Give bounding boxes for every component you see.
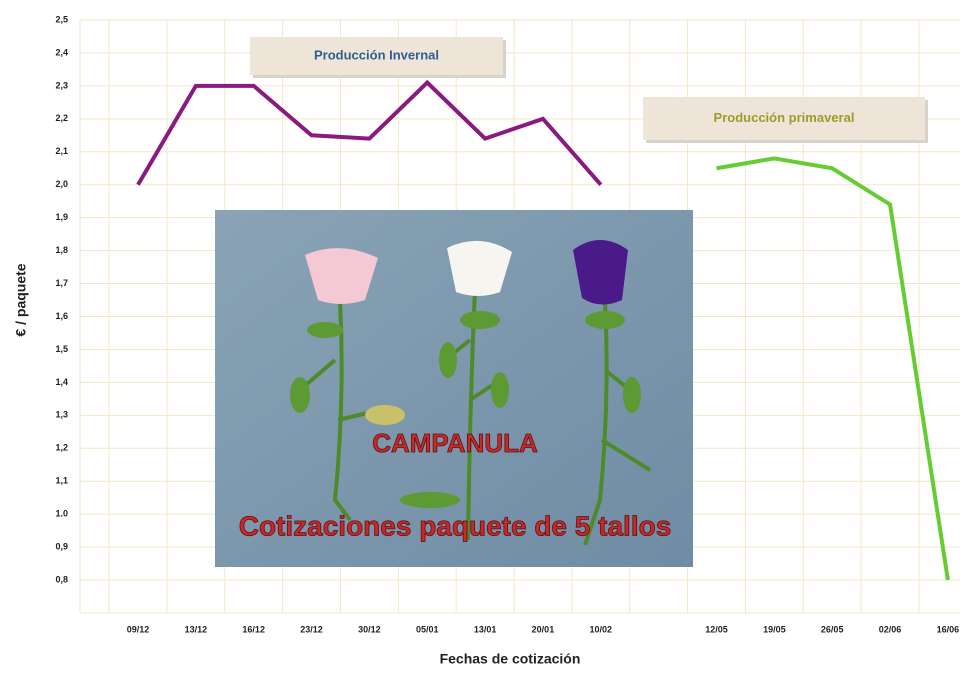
series-label: Producción Invernal <box>314 47 439 62</box>
page: 0,8 0,9 1.0 1,1 1,2 1,3 1,4 1,5 1,6 1,7 1,8 1,9 2,0 2… <box>0 0 963 675</box>
y-tick-label: 0,8 <box>55 574 68 584</box>
y-tick-label: 1,7 <box>55 278 68 288</box>
photo-title: CAMPANULA <box>372 428 538 458</box>
x-tick-label: 02/06 <box>879 624 902 634</box>
x-tick-label: 13/01 <box>474 624 497 634</box>
x-tick-label: 16/06 <box>937 624 960 634</box>
y-tick-label: 1,3 <box>55 410 68 420</box>
x-axis-title: Fechas de cotización <box>440 651 581 667</box>
y-tick-label: 2,3 <box>55 80 68 90</box>
y-tick-label: 1,1 <box>55 476 68 486</box>
y-tick-label: 2,4 <box>55 47 68 57</box>
y-tick-label: 1,8 <box>55 245 68 255</box>
y-tick-label: 2,2 <box>55 113 68 123</box>
y-tick-label: 1.0 <box>55 509 68 519</box>
series-line <box>717 158 948 580</box>
x-tick-label: 16/12 <box>242 624 265 634</box>
y-tick-label: 1,5 <box>55 344 68 354</box>
y-tick-label: 0,9 <box>55 541 68 551</box>
y-tick-label: 1,2 <box>55 443 68 453</box>
x-tick-label: 12/05 <box>705 624 728 634</box>
photo: CAMPANULA Cotizaciones paquete de 5 tall… <box>215 210 693 567</box>
chart: 0,8 0,9 1.0 1,1 1,2 1,3 1,4 1,5 1,6 1,7 1,8 1,9 2,0 2… <box>0 0 963 670</box>
x-tick-label: 13/12 <box>185 624 208 634</box>
x-tick-label: 30/12 <box>358 624 381 634</box>
x-tick-label: 19/05 <box>763 624 786 634</box>
y-tick-label: 2,0 <box>55 179 68 189</box>
y-tick-label: 1,6 <box>55 311 68 321</box>
series-label: Producción primaveral <box>714 110 855 125</box>
y-tick-label: 2,5 <box>55 14 68 24</box>
y-tick-label: 1,9 <box>55 212 68 222</box>
y-tick-label: 1,4 <box>55 377 68 387</box>
x-tick-label: 20/01 <box>532 624 555 634</box>
x-tick-label: 09/12 <box>127 624 150 634</box>
x-tick-label: 10/02 <box>590 624 613 634</box>
y-tick-label: 2,1 <box>55 146 68 156</box>
x-tick-label: 23/12 <box>300 624 323 634</box>
x-tick-label: 05/01 <box>416 624 439 634</box>
x-tick-label: 26/05 <box>821 624 844 634</box>
y-axis-title: € / paquete <box>13 263 29 336</box>
series-line <box>138 83 601 185</box>
photo-subtitle: Cotizaciones paquete de 5 tallos <box>239 510 672 541</box>
